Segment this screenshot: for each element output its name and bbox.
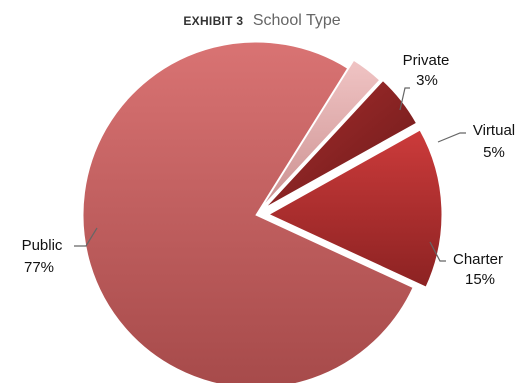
slice-value-virtual: 5% (483, 144, 505, 161)
pie-slice-charter (267, 129, 443, 288)
slice-value-charter: 15% (465, 271, 495, 288)
pie-slice-public (82, 41, 414, 383)
slice-label-private: Private (403, 52, 450, 69)
leader-line-private (399, 87, 410, 111)
chart-title-text: School Type (253, 12, 341, 29)
pie-slices (82, 41, 443, 383)
slice-value-public: 77% (24, 259, 54, 276)
pie-slice-private (261, 59, 381, 208)
pie-slice-virtual (265, 79, 418, 209)
slice-label-public: Public (22, 237, 63, 254)
chart-title-exhibit: EXHIBIT 3 (183, 14, 243, 28)
leader-line-charter (429, 241, 446, 262)
slice-value-private: 3% (416, 72, 438, 89)
chart-title: EXHIBIT 3 School Type (183, 12, 340, 29)
slice-label-virtual: Virtual (473, 122, 515, 139)
leader-line-public (74, 227, 98, 247)
leader-line-virtual (437, 132, 466, 143)
slice-label-charter: Charter (453, 251, 503, 268)
